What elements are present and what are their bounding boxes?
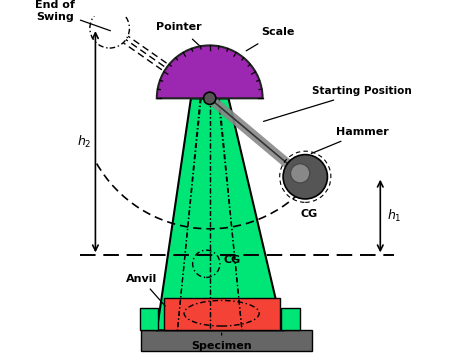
Circle shape (283, 155, 328, 199)
Polygon shape (157, 98, 283, 330)
Polygon shape (282, 308, 300, 330)
Text: Pointer: Pointer (156, 22, 202, 47)
Text: Hammer: Hammer (311, 127, 389, 154)
Polygon shape (164, 298, 280, 330)
Polygon shape (141, 330, 312, 351)
Text: $h_1$: $h_1$ (387, 208, 402, 224)
Text: Scale: Scale (246, 27, 295, 51)
Polygon shape (140, 308, 158, 330)
Wedge shape (157, 46, 263, 98)
Text: Specimen: Specimen (191, 333, 252, 351)
Text: CG: CG (300, 209, 317, 219)
Text: Starting Position: Starting Position (264, 87, 412, 121)
Text: CG: CG (223, 255, 241, 265)
Circle shape (291, 164, 310, 183)
Text: End of
Swing: End of Swing (35, 0, 110, 31)
Text: Anvil: Anvil (126, 274, 165, 306)
Text: $h_2$: $h_2$ (77, 134, 91, 150)
Circle shape (203, 92, 216, 104)
